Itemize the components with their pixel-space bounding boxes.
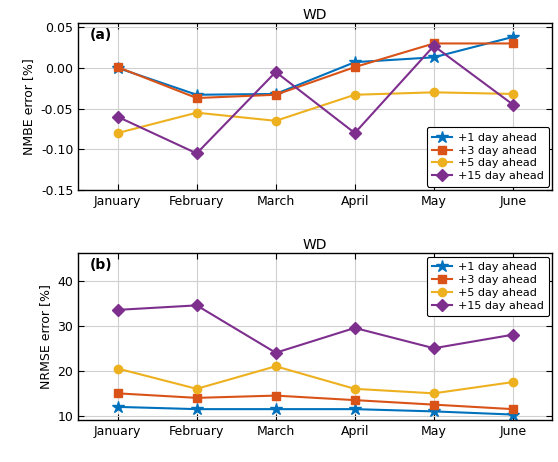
+15 day ahead [272, 69, 279, 75]
+15 day ahead [430, 346, 437, 351]
+3 day ahead [114, 390, 121, 396]
+3 day ahead [272, 92, 279, 97]
+3 day ahead [430, 402, 437, 407]
+3 day ahead [509, 407, 516, 412]
Legend: +1 day ahead, +3 day ahead, +5 day ahead, +15 day ahead: +1 day ahead, +3 day ahead, +5 day ahead… [426, 257, 549, 316]
Line: +5 day ahead: +5 day ahead [113, 88, 517, 137]
+3 day ahead [352, 397, 358, 403]
+1 day ahead [193, 407, 200, 412]
Line: +3 day ahead: +3 day ahead [113, 39, 517, 102]
Y-axis label: NRMSE error [%]: NRMSE error [%] [39, 285, 52, 389]
Line: +1 day ahead: +1 day ahead [112, 401, 519, 421]
+1 day ahead [272, 91, 279, 97]
Y-axis label: NMBE error [%]: NMBE error [%] [22, 58, 35, 155]
+3 day ahead [430, 41, 437, 46]
+1 day ahead [352, 60, 358, 65]
+15 day ahead [352, 130, 358, 136]
+5 day ahead [114, 130, 121, 136]
+5 day ahead [193, 386, 200, 392]
+15 day ahead [430, 43, 437, 49]
Title: WD: WD [303, 8, 328, 22]
+1 day ahead [193, 92, 200, 97]
+1 day ahead [430, 55, 437, 60]
+1 day ahead [509, 412, 516, 417]
Line: +3 day ahead: +3 day ahead [113, 389, 517, 413]
Text: (a): (a) [90, 28, 112, 42]
+15 day ahead [352, 325, 358, 331]
Line: +15 day ahead: +15 day ahead [113, 42, 517, 158]
Line: +15 day ahead: +15 day ahead [113, 301, 517, 357]
+1 day ahead [430, 408, 437, 414]
+3 day ahead [509, 41, 516, 46]
+15 day ahead [509, 332, 516, 337]
+15 day ahead [272, 350, 279, 356]
+5 day ahead [430, 390, 437, 396]
Legend: +1 day ahead, +3 day ahead, +5 day ahead, +15 day ahead: +1 day ahead, +3 day ahead, +5 day ahead… [426, 127, 549, 187]
+1 day ahead [352, 407, 358, 412]
Title: WD: WD [303, 238, 328, 252]
+3 day ahead [114, 64, 121, 70]
+1 day ahead [114, 404, 121, 410]
+3 day ahead [352, 64, 358, 70]
+5 day ahead [509, 91, 516, 97]
+5 day ahead [272, 364, 279, 369]
+15 day ahead [193, 303, 200, 308]
Text: (b): (b) [90, 258, 113, 273]
+15 day ahead [193, 151, 200, 156]
+15 day ahead [114, 307, 121, 313]
+5 day ahead [352, 92, 358, 97]
+3 day ahead [272, 393, 279, 398]
+1 day ahead [272, 407, 279, 412]
+15 day ahead [509, 102, 516, 107]
+15 day ahead [114, 114, 121, 120]
+3 day ahead [193, 95, 200, 101]
+1 day ahead [509, 34, 516, 40]
+5 day ahead [114, 366, 121, 371]
+5 day ahead [193, 110, 200, 116]
Line: +1 day ahead: +1 day ahead [112, 30, 519, 101]
+5 day ahead [272, 118, 279, 124]
+5 day ahead [430, 90, 437, 95]
+5 day ahead [509, 379, 516, 385]
Line: +5 day ahead: +5 day ahead [113, 362, 517, 397]
+5 day ahead [352, 386, 358, 392]
+1 day ahead [114, 65, 121, 71]
+3 day ahead [193, 395, 200, 401]
